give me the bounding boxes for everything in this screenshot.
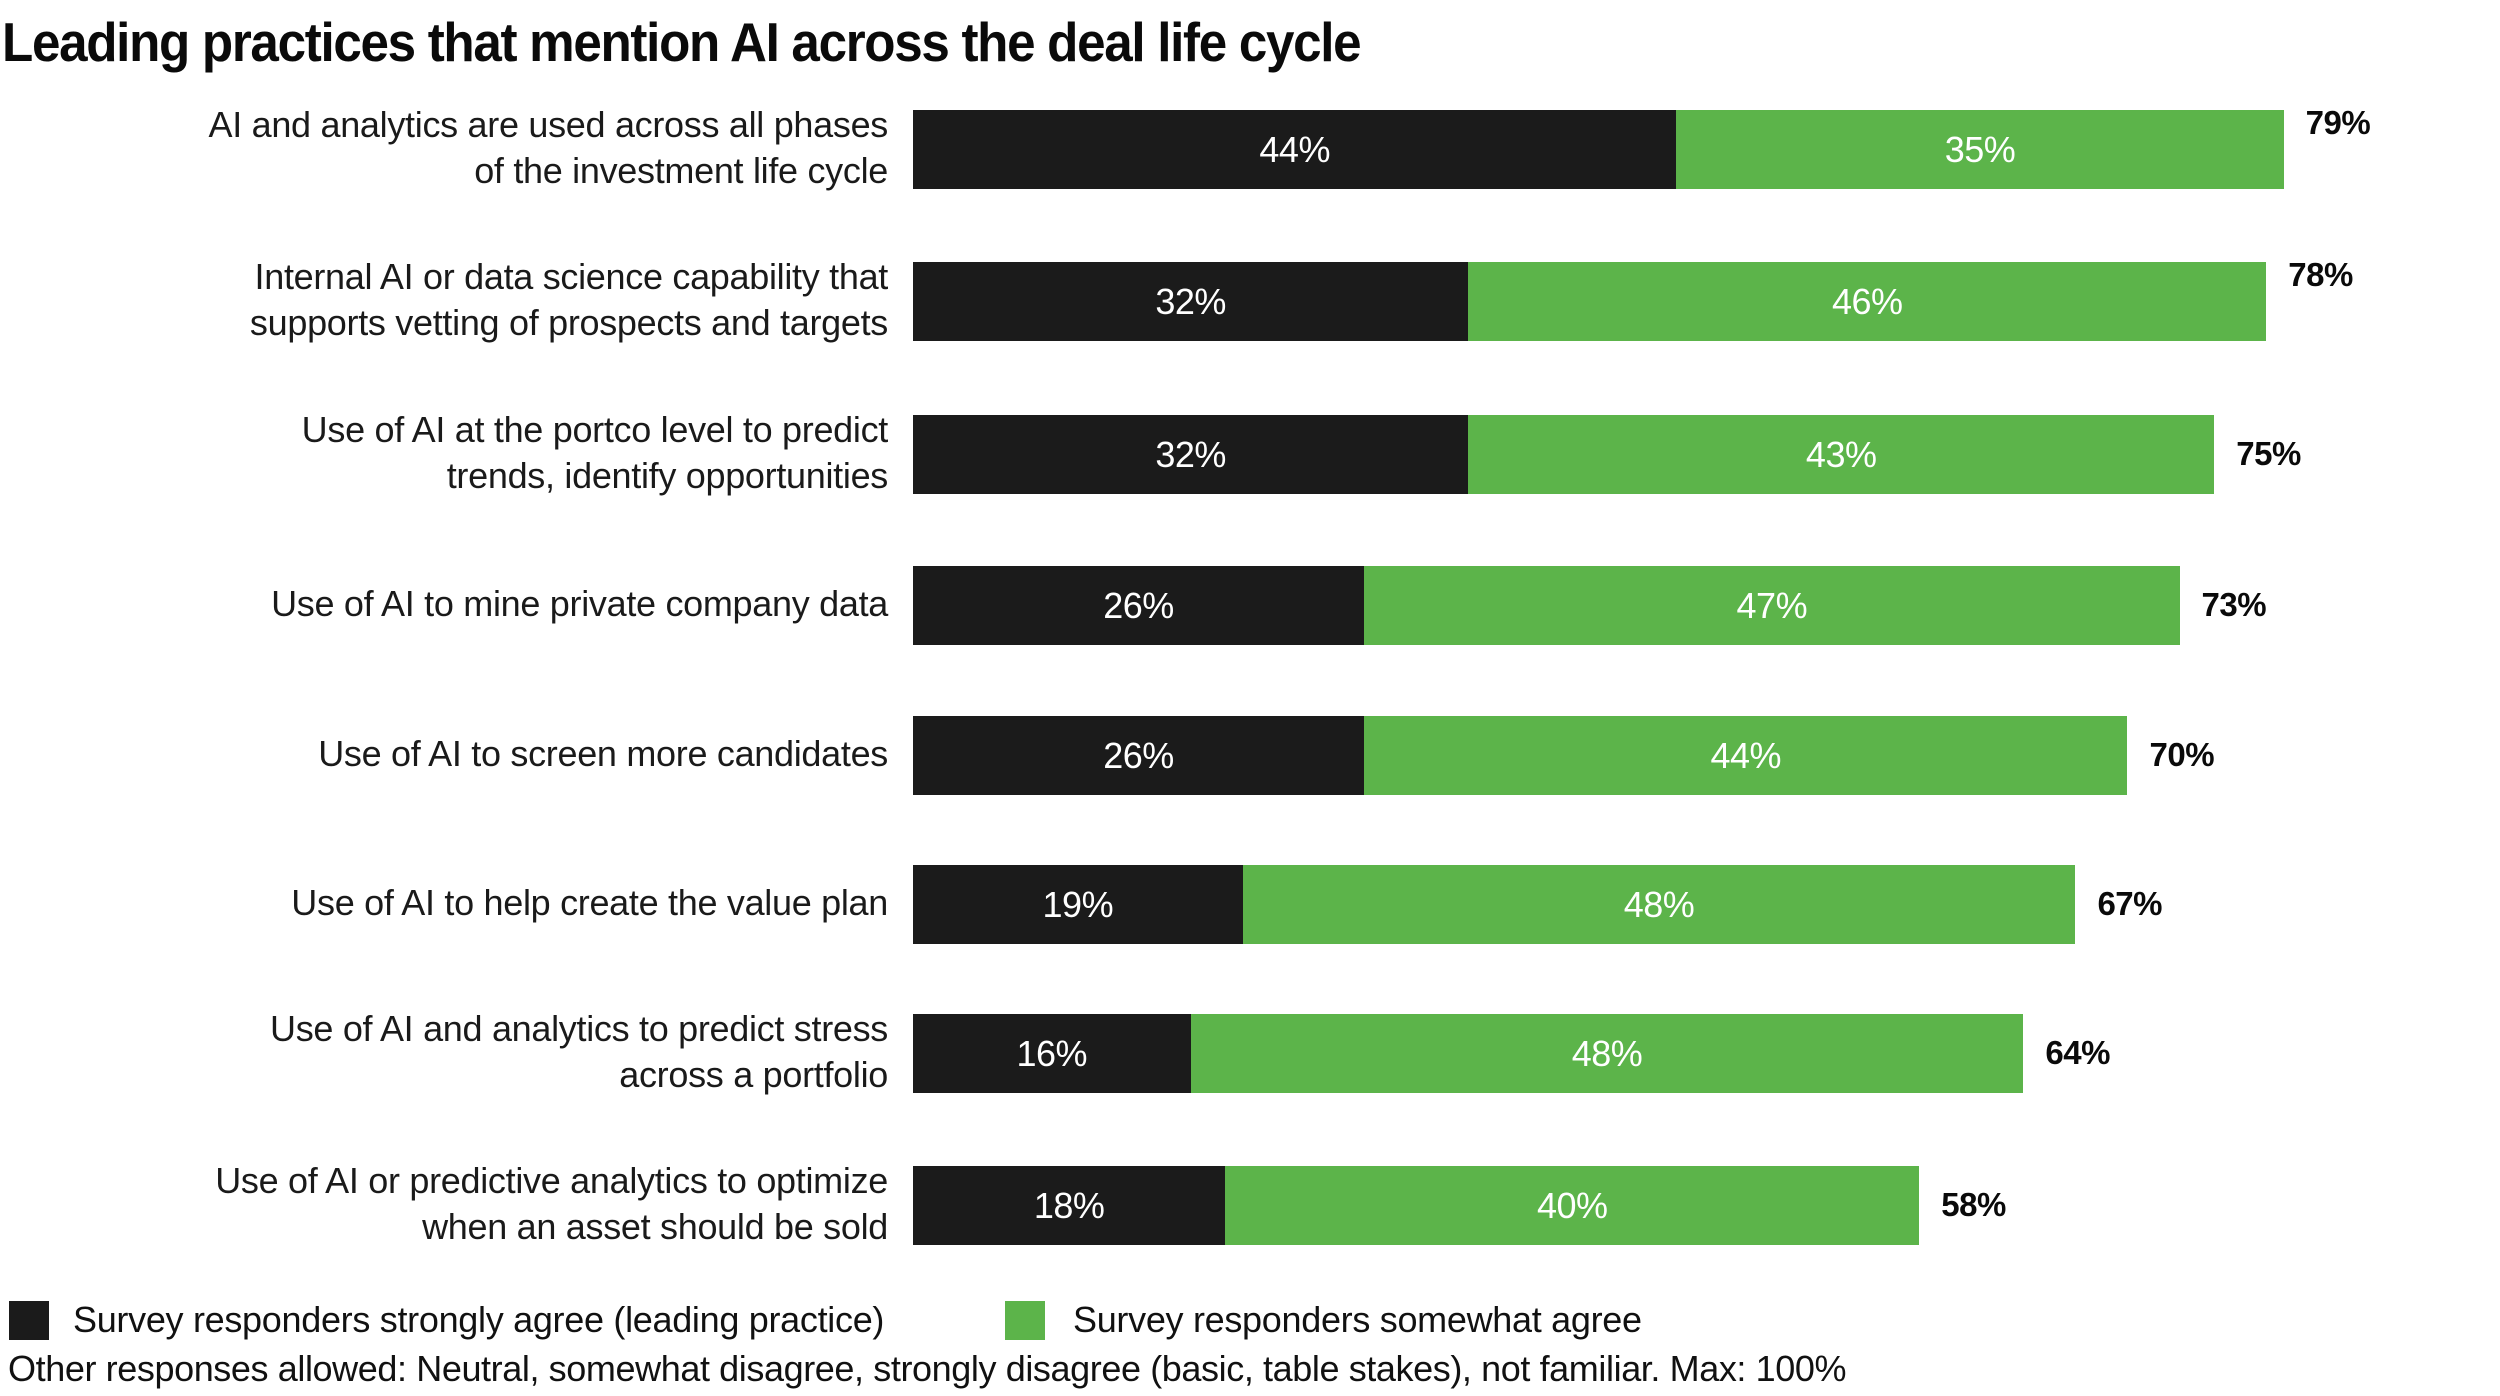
category-label-line: across a portfolio (619, 1053, 888, 1095)
bar-segment-somewhat-agree: 43% (1468, 415, 2215, 494)
bar-segment-strongly-agree: 32% (913, 262, 1469, 341)
bar-total-label: 78% (2288, 256, 2353, 293)
bar-value-label: 35% (1944, 128, 2016, 170)
bar-value-label: 32% (1155, 433, 1226, 475)
legend-label-somewhat-agree: Survey responders somewhat agree (1073, 1299, 1642, 1340)
bar-segment-strongly-agree: 26% (913, 566, 1365, 645)
bar-value-label: 47% (1736, 584, 1808, 626)
category-label: Use of AI to mine private company data (271, 581, 888, 627)
bar-value-label: 19% (1042, 883, 1114, 925)
legend-item-strongly-agree: Survey responders strongly agree (leadin… (9, 1299, 885, 1340)
bar-segment-somewhat-agree: 44% (1364, 716, 2128, 795)
category-label-line: supports vetting of prospects and target… (249, 301, 888, 343)
bar-value-label: 26% (1103, 584, 1174, 626)
category-label-line: AI and analytics are used across all pha… (208, 103, 889, 145)
category-label-line: Use of AI and analytics to predict stres… (270, 1007, 888, 1049)
category-label-line: Use of AI to mine private company data (271, 582, 888, 624)
bar-segment-strongly-agree: 18% (913, 1166, 1226, 1245)
bar-value-label: 44% (1710, 734, 1782, 776)
category-label: Use of AI to screen more candidates (318, 731, 888, 777)
chart-title: Leading practices that mention AI across… (2, 11, 1362, 73)
category-label: Use of AI to help create the value plan (291, 880, 888, 926)
legend-item-somewhat-agree: Survey responders somewhat agree (1005, 1299, 1642, 1340)
category-label: Use of AI or predictive analytics to opt… (215, 1158, 888, 1250)
bar-total-label: 67% (2097, 884, 2162, 922)
category-label-line: Use of AI at the portco level to predict (301, 408, 889, 450)
bar-total-label: 64% (2045, 1033, 2110, 1071)
legend-swatch-strongly-agree (9, 1300, 49, 1340)
category-label-line: when an asset should be sold (422, 1205, 888, 1247)
category-label: Internal AI or data science capability t… (250, 254, 888, 346)
legend-swatch-somewhat-agree (1005, 1300, 1045, 1340)
bar-segment-somewhat-agree: 35% (1676, 110, 2284, 189)
bar-value-label: 32% (1155, 280, 1226, 322)
category-label-line: trends, identify opportunities (446, 454, 889, 496)
bar-value-label: 43% (1805, 433, 1877, 475)
bar-total-label: 70% (2149, 735, 2215, 773)
bar-total-label: 58% (1941, 1185, 2006, 1223)
bar-value-label: 44% (1259, 128, 1330, 170)
category-label: AI and analytics are used across all pha… (209, 102, 889, 194)
bar-segment-somewhat-agree: 46% (1468, 262, 2267, 341)
bar-total-label: 79% (2305, 104, 2371, 141)
bar-value-label: 26% (1103, 734, 1174, 776)
bar-segment-strongly-agree: 26% (913, 716, 1365, 795)
bar-total-label: 73% (2201, 585, 2267, 623)
bar-segment-strongly-agree: 19% (913, 865, 1243, 944)
bar-value-label: 40% (1537, 1184, 1608, 1226)
bar-segment-strongly-agree: 32% (913, 415, 1469, 494)
category-label-line: Internal AI or data science capability t… (254, 255, 889, 297)
bar-segment-somewhat-agree: 40% (1225, 1166, 1920, 1245)
bar-total-label: 75% (2236, 434, 2301, 472)
legend-label-strongly-agree: Survey responders strongly agree (leadin… (73, 1299, 885, 1340)
bar-segment-somewhat-agree: 48% (1242, 865, 2076, 944)
category-label-line: Use of AI or predictive analytics to opt… (215, 1159, 888, 1201)
bar-segment-somewhat-agree: 47% (1364, 566, 2180, 645)
category-label-line: Use of AI to screen more candidates (318, 732, 888, 774)
bar-value-label: 16% (1016, 1032, 1088, 1074)
bar-value-label: 18% (1033, 1184, 1105, 1226)
bar-segment-strongly-agree: 16% (913, 1014, 1191, 1093)
category-label: Use of AI and analytics to predict stres… (270, 1006, 888, 1098)
category-label: Use of AI at the portco level to predict… (301, 407, 889, 499)
category-label-line: of the investment life cycle (474, 149, 888, 191)
category-label-line: Use of AI to help create the value plan (291, 881, 888, 923)
footnote: Other responses allowed: Neutral, somewh… (8, 1348, 1847, 1389)
bar-value-label: 48% (1623, 883, 1695, 925)
bar-segment-somewhat-agree: 48% (1190, 1014, 2024, 1093)
bar-segment-strongly-agree: 44% (913, 110, 1677, 189)
bar-value-label: 48% (1571, 1032, 1643, 1074)
bar-value-label: 46% (1831, 280, 1903, 322)
